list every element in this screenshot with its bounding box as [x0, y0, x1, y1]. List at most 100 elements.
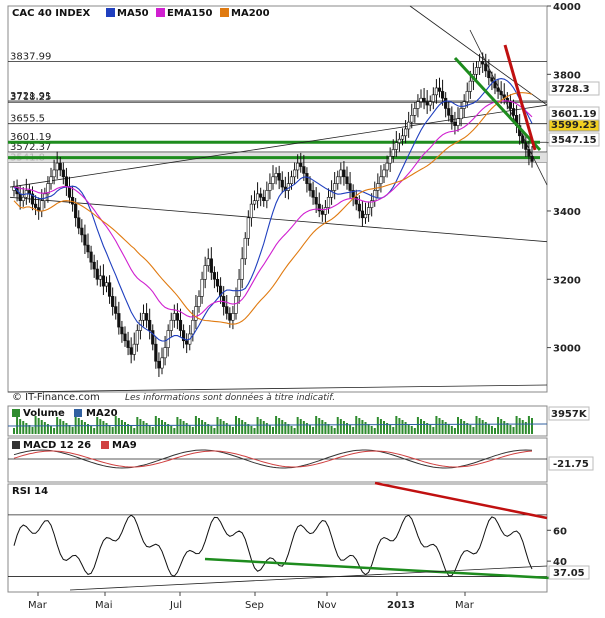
candle-body [274, 173, 278, 178]
volume-bar [170, 426, 173, 434]
volume-bar [302, 421, 305, 434]
trend-line [9, 196, 548, 243]
volume-bar [423, 421, 426, 434]
candle-body [468, 80, 472, 92]
volume-bar [28, 425, 31, 434]
candle-body [410, 115, 414, 123]
legend-entry: EMA150 [167, 8, 212, 19]
volume-bar [299, 419, 302, 434]
volume-bar [102, 421, 105, 434]
volume-bar [250, 426, 253, 434]
legend-swatch [106, 8, 115, 17]
candle-body [360, 210, 365, 219]
candle-body [450, 115, 454, 123]
volume-bar [407, 424, 410, 434]
volume-bar [478, 418, 481, 434]
candle-body [52, 169, 56, 178]
volume-bar [373, 428, 376, 434]
volume-bar [386, 423, 389, 434]
candle-body [366, 207, 371, 215]
volume-bar [105, 423, 108, 434]
volume-bar [509, 425, 512, 434]
candle-body [481, 61, 485, 65]
candle-body [431, 94, 435, 102]
candle-body [209, 258, 213, 273]
candle-body [317, 203, 321, 212]
candle-body [465, 91, 469, 102]
volume-bar [404, 422, 407, 434]
volume-bar [327, 424, 330, 434]
volume-bar [253, 428, 256, 434]
volume-bar [68, 425, 71, 434]
candle-body [357, 203, 361, 212]
candle-body [385, 162, 389, 171]
candle-body [107, 282, 112, 297]
candle-body [459, 108, 463, 120]
candle-body [61, 169, 65, 178]
right-value-label: 3547.15 [551, 135, 597, 146]
candle-body [329, 190, 334, 198]
candle-body [302, 166, 306, 174]
level-label: 3572.37 [10, 142, 51, 153]
volume-bar [389, 425, 392, 434]
rsi-tick-label: 40 [553, 557, 567, 568]
candle-body [148, 319, 152, 331]
volume-bar [99, 419, 102, 434]
volume-bar [59, 419, 62, 434]
rsi-red-trend-line [374, 481, 548, 520]
candle-body [305, 173, 309, 184]
volume-bar [22, 421, 25, 434]
candle-body [262, 196, 266, 202]
volume-bar [287, 424, 290, 434]
volume-bar [93, 428, 96, 434]
volume-bar [318, 418, 321, 434]
candle-body [370, 200, 374, 208]
legend-swatch [156, 8, 165, 17]
candle-body [92, 261, 96, 270]
green-trend-line [453, 56, 542, 152]
candle-body [422, 97, 426, 102]
candle-body [453, 121, 457, 126]
candle-body [456, 118, 460, 126]
volume-bar [469, 425, 472, 434]
disclaimer-text: Les informations sont données à titre in… [125, 392, 335, 403]
candle-body [511, 108, 516, 116]
candle-body [64, 176, 69, 188]
candle-body [74, 203, 78, 219]
volume-bar [130, 426, 133, 434]
candle-body [160, 357, 164, 369]
candle-body [67, 186, 72, 198]
volume-bar [352, 427, 355, 434]
candle-body [203, 265, 207, 280]
volume-bar [198, 418, 200, 434]
volume-bar [157, 418, 160, 434]
candle-body [487, 70, 491, 79]
y-tick-label: 4000 [553, 2, 581, 13]
candle-body [231, 313, 235, 321]
volume-bar [244, 422, 247, 434]
volume-bar [265, 423, 268, 434]
volume-bar [370, 426, 373, 434]
candle-body [326, 196, 331, 208]
candle-body [178, 319, 183, 331]
volume-bar [191, 427, 194, 434]
candle-body [496, 87, 500, 92]
candle-body [40, 200, 44, 212]
candle-body [428, 101, 432, 106]
candle-body [311, 190, 315, 198]
volume-value: 3957K [551, 409, 588, 420]
candle-body [172, 313, 176, 321]
volume-bar [342, 421, 345, 434]
candle-body [320, 210, 324, 215]
candle-body [339, 169, 343, 178]
candle-body [120, 326, 124, 335]
candle-body [499, 91, 503, 96]
level-label: 3601.19 [10, 132, 51, 143]
red-trend-line [503, 44, 537, 151]
right-value-box [548, 132, 600, 147]
candle-body [252, 200, 257, 205]
candle-body [527, 149, 531, 157]
y-tick-label: 3400 [553, 207, 581, 218]
volume-bar [148, 425, 151, 434]
volume-bar [494, 428, 496, 434]
